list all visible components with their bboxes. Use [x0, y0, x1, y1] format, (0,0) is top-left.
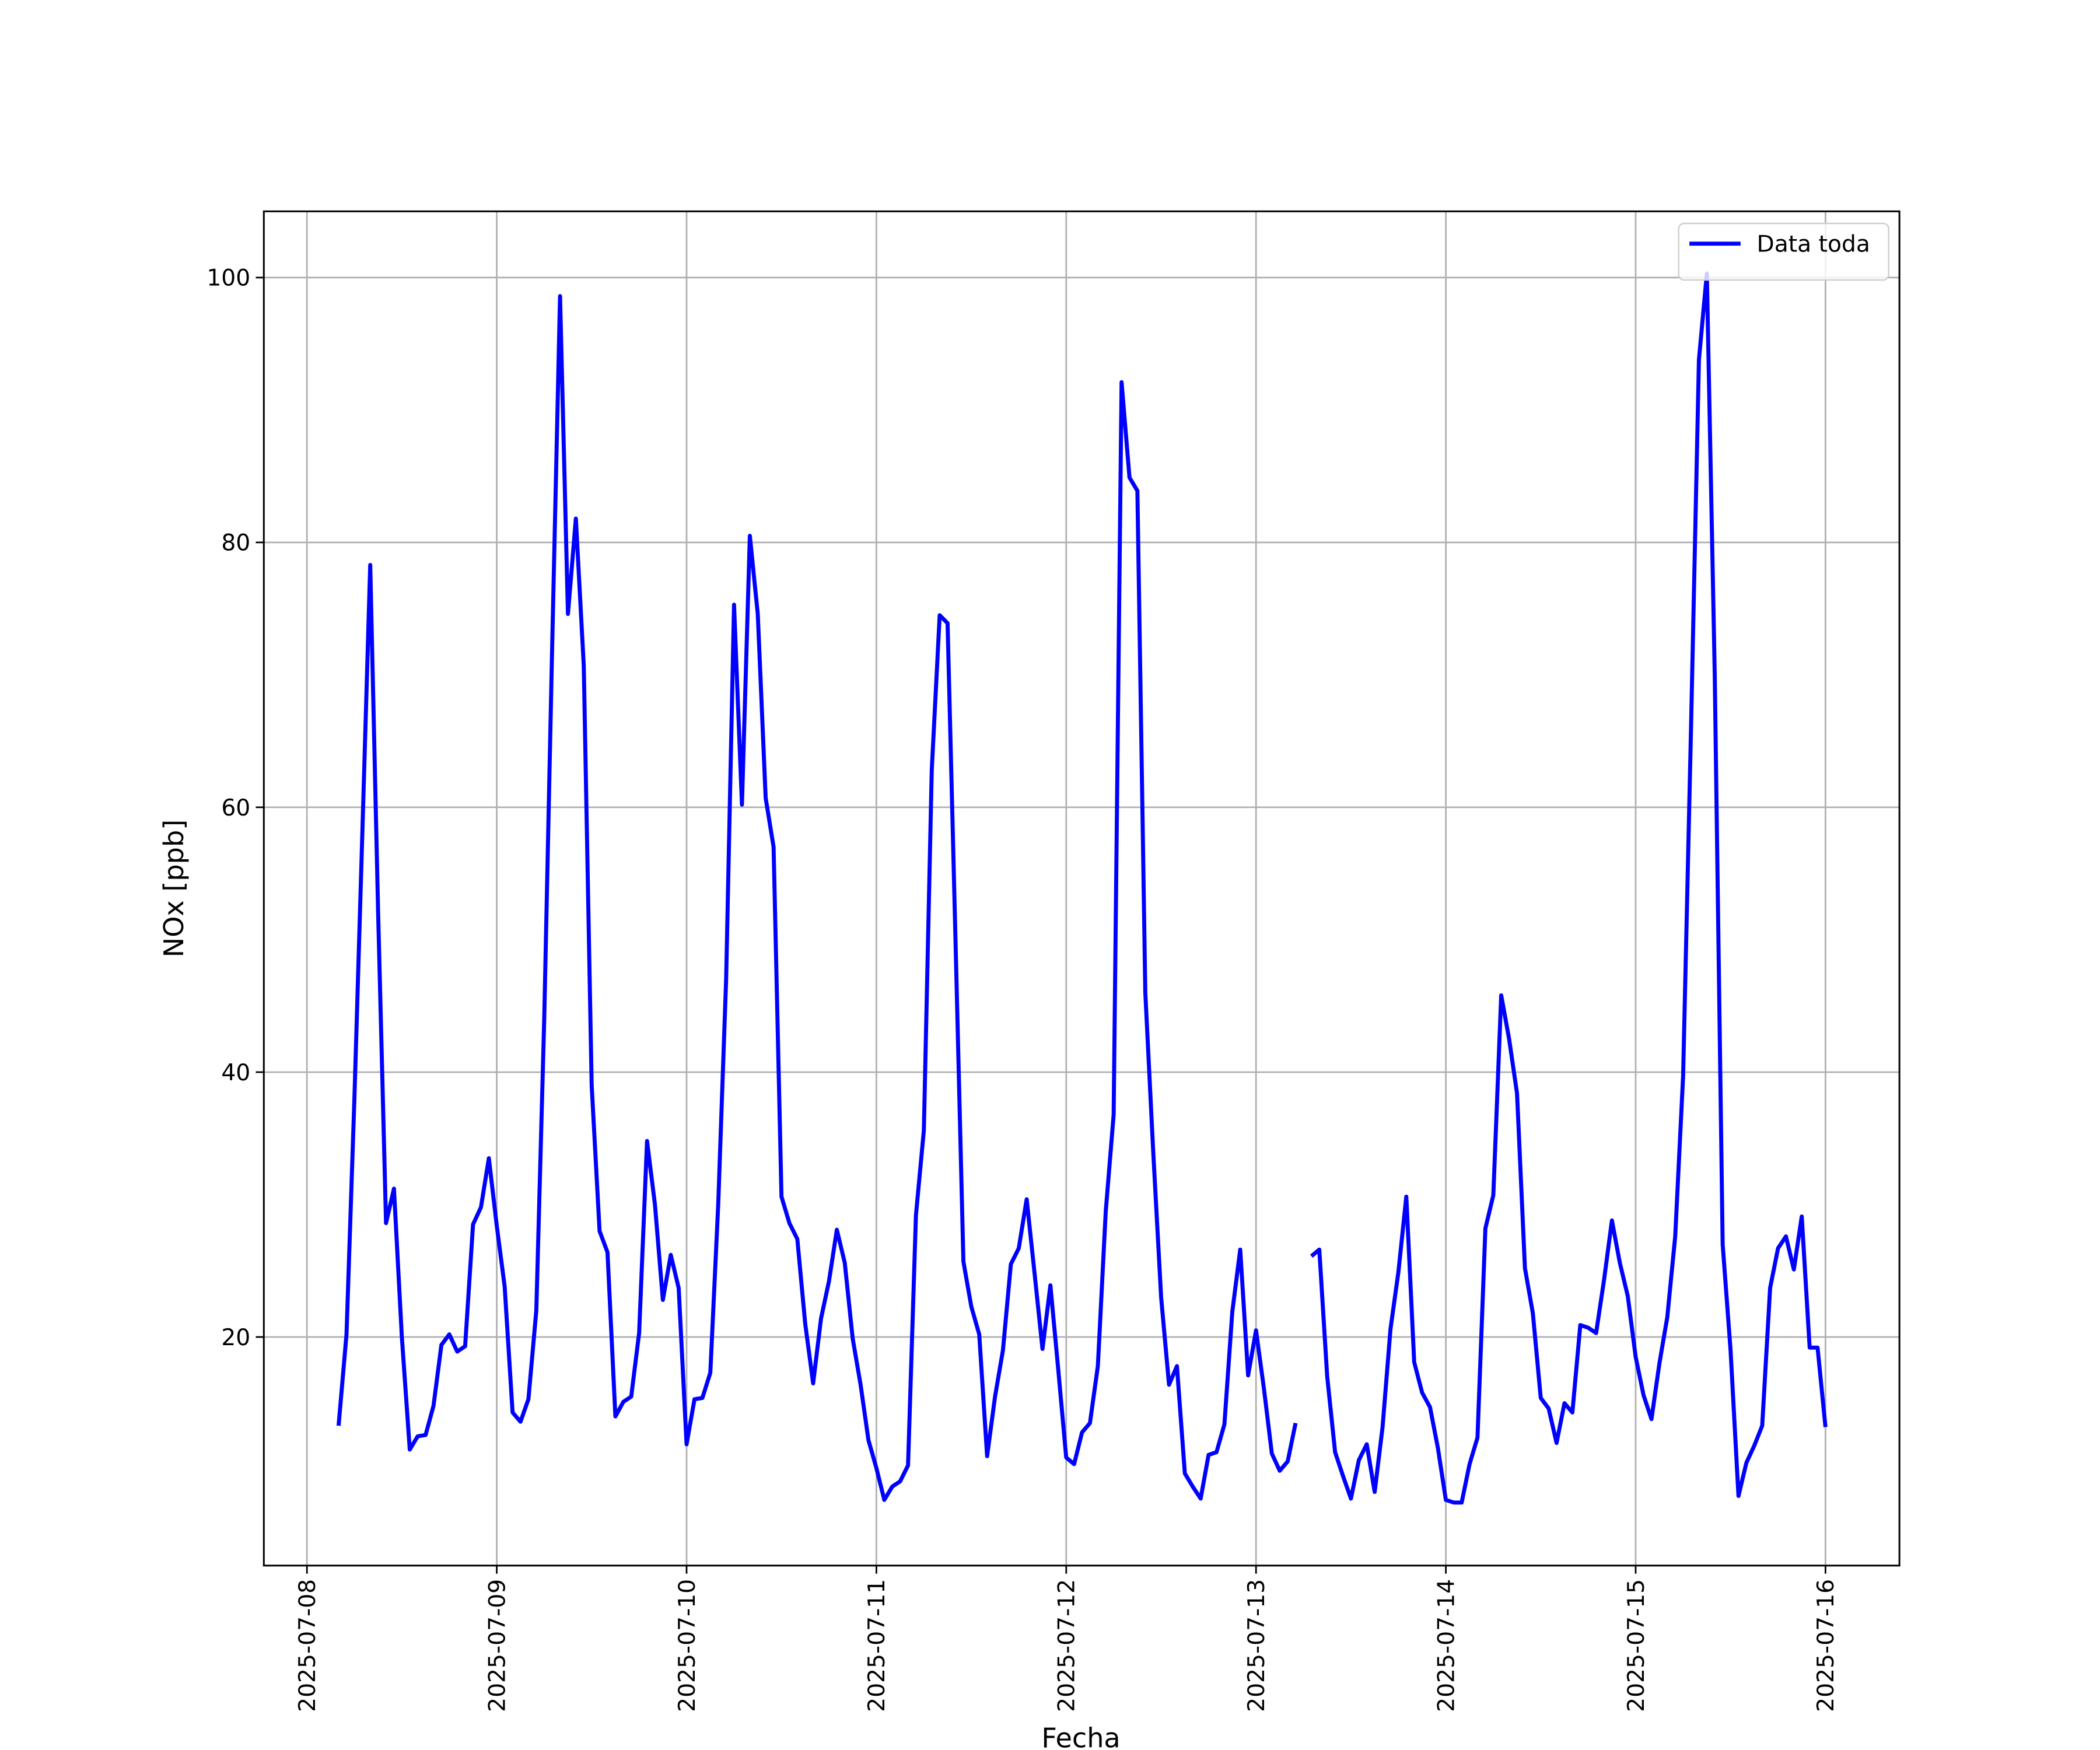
- legend-label: Data toda: [1757, 232, 1870, 258]
- x-tick-label: 2025-07-14: [1433, 1579, 1460, 1712]
- legend-box: [1678, 222, 1889, 281]
- y-tick-label: 40: [221, 1060, 250, 1086]
- data-line: [336, 271, 1828, 1505]
- x-tick-label: 2025-07-10: [674, 1579, 701, 1712]
- y-tick-label: 100: [206, 265, 250, 292]
- x-tick-label: 2025-07-15: [1623, 1579, 1650, 1712]
- x-tick-label: 2025-07-09: [484, 1579, 510, 1712]
- ticks: 20 40 60 80 100 2025-07-08 2025-07-09 2025-07-1…: [206, 265, 1839, 1712]
- y-tick-label: 60: [221, 795, 250, 821]
- plot-area: [336, 271, 1828, 1505]
- x-axis-label: Fecha: [1041, 1722, 1120, 1750]
- y-axis-label: NOx [ppb]: [158, 820, 190, 958]
- legend: Data toda: [1678, 222, 1889, 281]
- x-tick-label: 2025-07-12: [1054, 1579, 1080, 1712]
- x-tick-label: 2025-07-11: [864, 1579, 890, 1712]
- y-tick-label: 20: [221, 1325, 250, 1351]
- y-tick-label: 80: [221, 530, 250, 556]
- x-tick-label: 2025-07-16: [1813, 1579, 1839, 1712]
- x-tick-label: 2025-07-08: [295, 1579, 321, 1712]
- axes-frame: [262, 210, 1901, 1567]
- x-tick-label: 2025-07-13: [1244, 1579, 1270, 1712]
